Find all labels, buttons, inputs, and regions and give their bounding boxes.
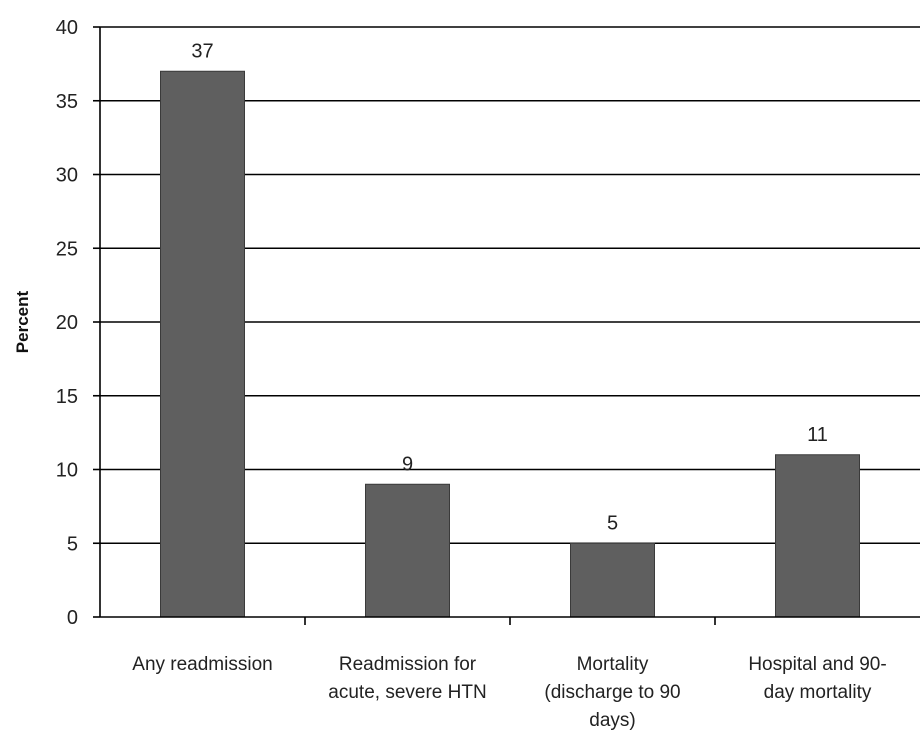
- x-category-label-line: Any readmission: [132, 654, 272, 675]
- data-label: 9: [402, 453, 413, 475]
- bar: [570, 542, 655, 618]
- y-tick-label: 40: [56, 17, 78, 39]
- x-category-label: Readmission for acute, severe HTN: [328, 654, 486, 703]
- y-tick-label: 15: [56, 386, 78, 408]
- data-label: 5: [607, 512, 618, 534]
- bar: [775, 454, 860, 618]
- y-tick-label: 30: [56, 165, 78, 187]
- x-category-label-line: (discharge to 90: [544, 682, 680, 703]
- bar: [160, 70, 245, 618]
- x-category-label: Hospital and 90- day mortality: [748, 654, 886, 703]
- y-tick-label: 20: [56, 312, 78, 334]
- y-axis-title: Percent: [13, 290, 32, 353]
- y-tick-label: 0: [67, 607, 78, 629]
- x-category-label-line: acute, severe HTN: [328, 682, 486, 703]
- x-category-label-line: Mortality: [577, 654, 649, 675]
- bar: [365, 483, 450, 618]
- data-label: 11: [807, 424, 828, 446]
- x-category-label-line: day mortality: [764, 682, 872, 703]
- x-category-label-line: Readmission for: [339, 654, 477, 675]
- y-tick-label: 10: [56, 460, 78, 482]
- y-tick-labels: 0 5 10 15 20 25 30 35 40: [56, 17, 716, 629]
- y-tick-label: 25: [56, 238, 78, 260]
- x-category-label: Mortality (discharge to 90 days): [544, 654, 680, 731]
- y-tick-label: 5: [67, 533, 78, 555]
- data-labels: 37 9 5 11: [191, 40, 828, 534]
- x-category-label-line: days): [589, 710, 635, 731]
- data-label: 37: [191, 40, 213, 62]
- bars: [160, 70, 860, 618]
- y-tick-label: 35: [56, 91, 78, 113]
- x-category-label-line: Hospital and 90-: [748, 654, 886, 675]
- x-category-label: Any readmission: [132, 654, 272, 675]
- x-category-labels: Any readmission Readmission for acute, sev…: [132, 654, 886, 731]
